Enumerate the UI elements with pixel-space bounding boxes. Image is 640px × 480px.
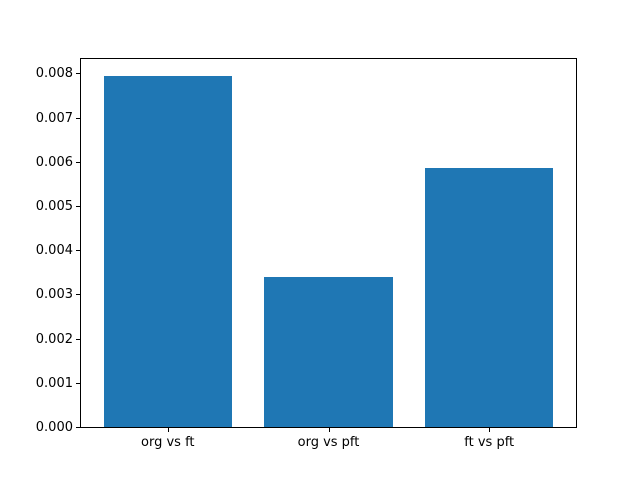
x-tick-label: org vs pft xyxy=(297,435,360,450)
y-tick-mark xyxy=(76,205,80,207)
y-tick-mark xyxy=(76,73,80,75)
y-tick-mark xyxy=(76,427,80,428)
x-tick-label: ft vs pft xyxy=(464,435,515,450)
y-tick-mark xyxy=(76,250,80,252)
x-tick-label: org vs ft xyxy=(141,435,195,450)
y-tick-label: 0.008 xyxy=(35,66,73,82)
y-tick-label: 0.005 xyxy=(35,198,73,214)
y-tick-label: 0.000 xyxy=(35,420,73,435)
x-tick-mark xyxy=(328,428,330,432)
bars-layer xyxy=(81,59,576,427)
y-tick-label: 0.003 xyxy=(35,287,73,303)
y-tick-label: 0.006 xyxy=(35,154,73,170)
y-tick-mark xyxy=(76,338,80,340)
bar-org-vs-pft xyxy=(264,276,393,427)
plot-area xyxy=(80,58,577,428)
bar-org-vs-ft xyxy=(103,76,233,427)
y-tick-mark xyxy=(76,294,80,296)
x-tick-mark xyxy=(167,428,169,432)
x-tick-mark xyxy=(489,428,491,432)
y-tick-label: 0.004 xyxy=(35,243,73,259)
y-tick-label: 0.007 xyxy=(35,110,73,126)
y-tick-label: 0.001 xyxy=(35,375,73,391)
y-tick-mark xyxy=(76,161,80,163)
bar-ft-vs-pft xyxy=(424,168,554,427)
y-tick-mark xyxy=(76,117,80,119)
y-tick-label: 0.002 xyxy=(35,331,73,347)
y-tick-mark xyxy=(76,382,80,384)
